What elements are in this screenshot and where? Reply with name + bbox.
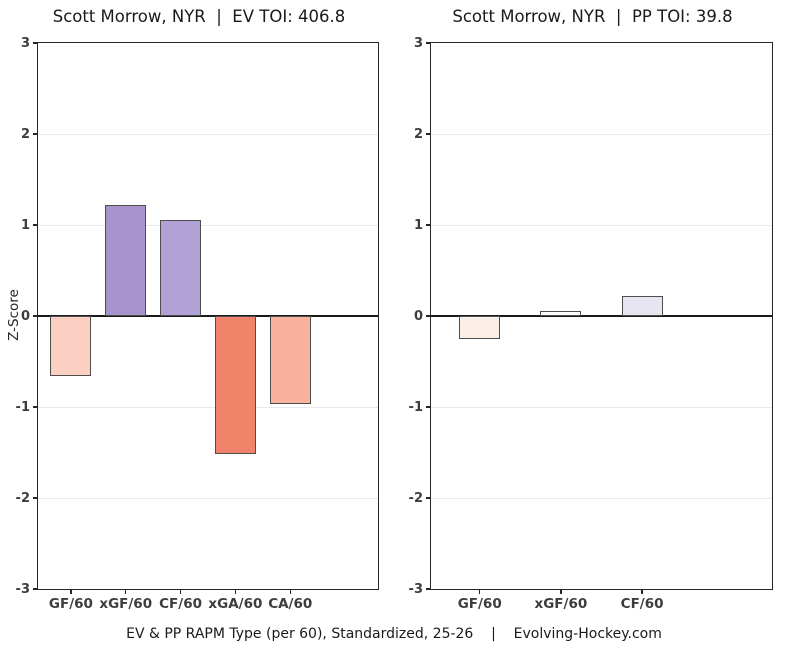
y-tick-label: -2	[15, 490, 30, 506]
gridline-y1	[431, 224, 772, 226]
x-tick-label: xGF/60	[534, 596, 588, 612]
y-tick-label: 1	[413, 217, 423, 233]
x-tick-mark	[234, 589, 237, 594]
x-tick-label: GF/60	[48, 596, 93, 612]
y-tick-mark	[33, 315, 38, 317]
bar-xga60	[214, 316, 256, 455]
y-tick-label: 1	[20, 217, 30, 233]
pp-chart-plot-area: 3 2 1 0 -1 -2 -3 GF/60 xGF/60 CF/60	[409, 37, 773, 611]
zero-baseline	[38, 315, 378, 317]
y-tick-label: 2	[413, 126, 423, 142]
y-tick-label: -3	[408, 581, 423, 597]
x-tick-mark	[70, 589, 72, 594]
y-tick-label: -1	[15, 399, 30, 415]
zero-baseline	[431, 315, 772, 317]
y-tick-mark	[426, 133, 431, 135]
bar-cf60	[160, 220, 202, 316]
bar-gf60	[459, 316, 501, 339]
y-tick-mark	[33, 133, 38, 135]
gridline-y-1	[38, 406, 378, 408]
bar-xgf60	[540, 311, 582, 316]
x-tick-mark	[289, 589, 291, 594]
gridline-y2	[38, 133, 378, 135]
y-tick-label: -2	[408, 490, 423, 506]
x-tick-label: CA/60	[268, 596, 313, 612]
y-tick-label: 3	[413, 35, 423, 51]
y-tick-mark	[33, 42, 38, 44]
y-tick-mark	[426, 406, 431, 408]
gridline-y2	[431, 133, 772, 135]
x-tick-mark	[641, 589, 643, 594]
x-tick-mark	[560, 589, 562, 594]
y-tick-label: 0	[20, 308, 30, 324]
bar-xgf60	[105, 204, 147, 316]
x-tick-label: CF/60	[620, 596, 664, 612]
gridline-y-1	[431, 406, 772, 408]
y-tick-mark	[426, 42, 431, 44]
x-tick-label: CF/60	[159, 596, 202, 612]
x-tick-mark	[124, 589, 127, 594]
x-tick-label: GF/60	[457, 596, 502, 612]
gridline-y-2	[38, 497, 378, 499]
bar-cf60	[621, 295, 663, 316]
ev-chart-title: Scott Morrow, NYR | EV TOI: 406.8	[52, 7, 346, 26]
y-tick-mark	[33, 406, 38, 408]
y-tick-mark	[426, 588, 431, 590]
x-tick-mark	[179, 589, 182, 594]
bar-ca60	[269, 316, 311, 405]
y-tick-mark	[33, 497, 38, 499]
y-tick-mark	[426, 315, 431, 317]
y-tick-label: 3	[20, 35, 30, 51]
x-tick-label: xGF/60	[99, 596, 153, 612]
y-tick-label: -1	[408, 399, 423, 415]
y-tick-mark	[33, 224, 38, 226]
x-tick-label: xGA/60	[208, 596, 263, 612]
figure-caption: EV & PP RAPM Type (per 60), Standardized…	[126, 626, 662, 642]
y-tick-mark	[426, 224, 431, 226]
y-tick-label: 2	[20, 126, 30, 142]
y-tick-mark	[33, 588, 38, 590]
x-tick-mark	[478, 589, 481, 594]
y-tick-mark	[426, 497, 431, 499]
bar-gf60	[50, 316, 92, 377]
gridline-y-2	[431, 497, 772, 499]
pp-chart-title: Scott Morrow, NYR | PP TOI: 39.8	[452, 7, 733, 26]
gridline-y1	[38, 224, 378, 226]
y-tick-label: -3	[15, 581, 30, 597]
y-tick-label: 0	[413, 308, 423, 324]
ev-chart-plot-area: 3 2 1 0 -1 -2 -3 GF/60 xGF/60 CF/60 xGA/60 CA/60	[16, 37, 379, 611]
